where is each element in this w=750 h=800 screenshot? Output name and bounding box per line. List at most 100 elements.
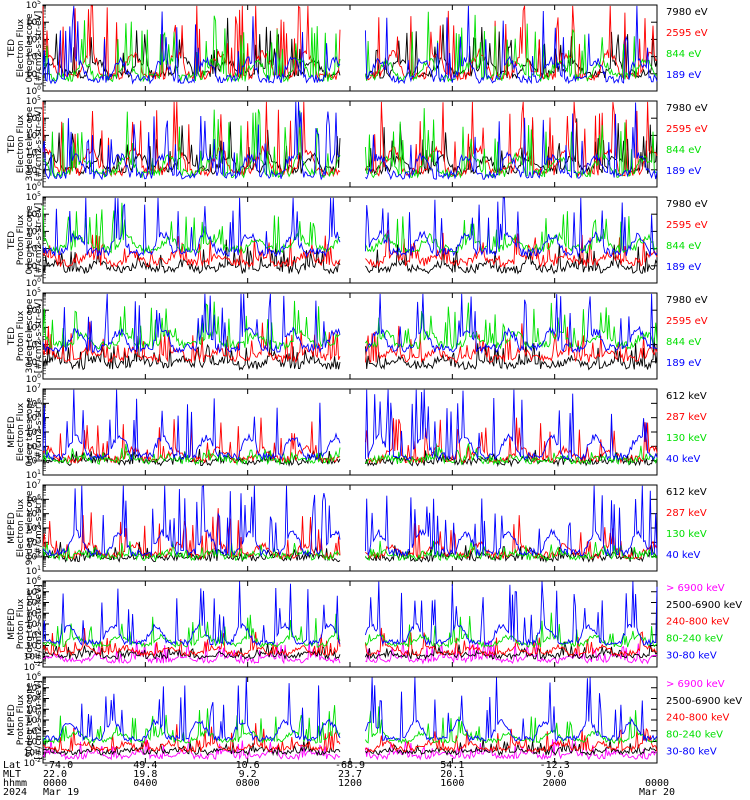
y-axis-label: TEDElectron Flux30deg telescope[#/cm2-s-… <box>7 106 44 181</box>
legend-entry: 7980 eV <box>666 103 708 114</box>
legend-entry: 40 keV <box>666 454 700 465</box>
legend-entry: 189 eV <box>666 70 701 81</box>
series-trace <box>42 239 658 275</box>
legend-entry: 30-80 keV <box>666 746 717 757</box>
x-tick-label: 10.6 <box>236 760 260 771</box>
y-axis-label: MEPEDProton Flux90deg telescope[#/cm2-s-… <box>7 680 44 759</box>
y-tick-label: 105 <box>26 95 41 107</box>
panel-frame <box>42 580 658 668</box>
x-row-label: Lat <box>3 760 21 771</box>
legend-entry: 287 keV <box>666 412 707 423</box>
legend-entry: 612 keV <box>666 487 707 498</box>
x-tick-label: Mar 19 <box>43 787 79 798</box>
legend-entry: 80-240 keV <box>666 730 723 741</box>
legend-entry: 80-240 keV <box>666 634 723 645</box>
y-axis-label: TEDProton Flux30deg telescope[#/cm2-s-st… <box>7 298 44 373</box>
series-trace <box>42 5 658 85</box>
x-tick-label: 54.1 <box>440 760 464 771</box>
series-trace <box>42 581 658 647</box>
x-row-label: MLT <box>3 769 21 780</box>
x-row-label: 2024 <box>3 787 27 798</box>
series-trace <box>42 638 658 665</box>
legend-entry: 189 eV <box>666 166 701 177</box>
legend-entry: 30-80 keV <box>666 650 717 661</box>
y-tick-label: 105 <box>26 287 41 299</box>
x-tick-label: 49.4 <box>133 760 157 771</box>
y-axis-label: MEPEDElectron Flux0deg telescope[#/cm2-s… <box>7 397 44 467</box>
series-trace <box>42 202 658 255</box>
series-trace <box>42 321 658 364</box>
y-tick-label: 107 <box>26 383 41 395</box>
x-tick-label: 0000 <box>43 778 67 789</box>
legend-entry: > 6900 keV <box>666 679 725 690</box>
series-trace <box>42 705 658 745</box>
series-trace <box>42 738 658 761</box>
legend-entry: 240-800 keV <box>666 713 730 724</box>
legend-entry: 130 keV <box>666 529 707 540</box>
x-tick-label: 1200 <box>338 778 362 789</box>
series-trace <box>42 335 658 371</box>
x-tick-label: 0400 <box>133 778 157 789</box>
x-tick-label: 9.2 <box>239 769 257 780</box>
legend-entry: 2595 eV <box>666 124 708 135</box>
x-tick-label: 22.0 <box>43 769 67 780</box>
legend-entry: 612 keV <box>666 391 707 402</box>
x-tick-label: 23.7 <box>338 769 362 780</box>
x-tick-label: 9.0 <box>546 769 564 780</box>
series-trace <box>42 540 658 562</box>
legend-entry: 40 keV <box>666 550 700 561</box>
x-tick-label: -68.9 <box>335 760 365 771</box>
panel-frame <box>42 388 658 476</box>
legend-entry: 844 eV <box>666 145 701 156</box>
x-tick-label: -74.0 <box>43 760 73 771</box>
legend-entry: 189 eV <box>666 262 701 273</box>
legend-entry: 2500-6900 keV <box>666 696 742 707</box>
legend-entry: 2500-6900 keV <box>666 600 742 611</box>
series-trace <box>42 389 658 462</box>
series-trace <box>42 484 658 558</box>
series-trace <box>42 627 658 657</box>
legend-entry: 2595 eV <box>666 28 708 39</box>
series-trace <box>42 293 658 354</box>
series-trace <box>42 677 658 743</box>
x-tick-label: -12.3 <box>540 760 570 771</box>
panel-8: 10-210-1100101102103104105106MEPEDProton… <box>7 671 742 769</box>
legend-entry: > 6900 keV <box>666 583 725 594</box>
y-axis-label: MEPEDElectron Flux90deg telescope[#/cm2-… <box>7 490 44 565</box>
legend-entry: 7980 eV <box>666 199 708 210</box>
series-trace <box>42 101 658 181</box>
series-trace <box>42 723 658 753</box>
series-trace <box>42 5 658 82</box>
x-row-label: hhmm <box>3 778 27 789</box>
legend-entry: 2595 eV <box>666 220 708 231</box>
legend-entry: 844 eV <box>666 49 701 60</box>
legend-entry: 7980 eV <box>666 7 708 18</box>
x-tick-label: 19.8 <box>133 769 157 780</box>
y-axis-label: TEDElectron Flux0deg telescope[#/cm2-s-s… <box>7 11 44 86</box>
x-tick-label: Mar 20 <box>639 787 675 798</box>
legend-entry: 130 keV <box>666 433 707 444</box>
panel-7: 10-210-1100101102103104105106MEPEDProton… <box>7 575 742 673</box>
legend-entry: 287 keV <box>666 508 707 519</box>
legend-entry: 2595 eV <box>666 316 708 327</box>
y-tick-label: 105 <box>26 191 41 203</box>
x-tick-label: 0800 <box>236 778 260 789</box>
x-tick-label: 20.1 <box>440 769 464 780</box>
legend-entry: 844 eV <box>666 241 701 252</box>
y-tick-label: 107 <box>26 479 41 491</box>
series-trace <box>42 17 658 80</box>
x-tick-label: 0000 <box>645 778 669 789</box>
y-tick-label: 105 <box>26 0 41 11</box>
series-trace <box>42 197 658 258</box>
y-axis-label: MEPEDProton Flux0deg telescope[#/cm2-s-s… <box>7 584 44 663</box>
x-tick-label: 2000 <box>543 778 567 789</box>
y-axis-label: TEDProton Flux0deg telescope[#/cm2-s-str… <box>7 203 44 278</box>
